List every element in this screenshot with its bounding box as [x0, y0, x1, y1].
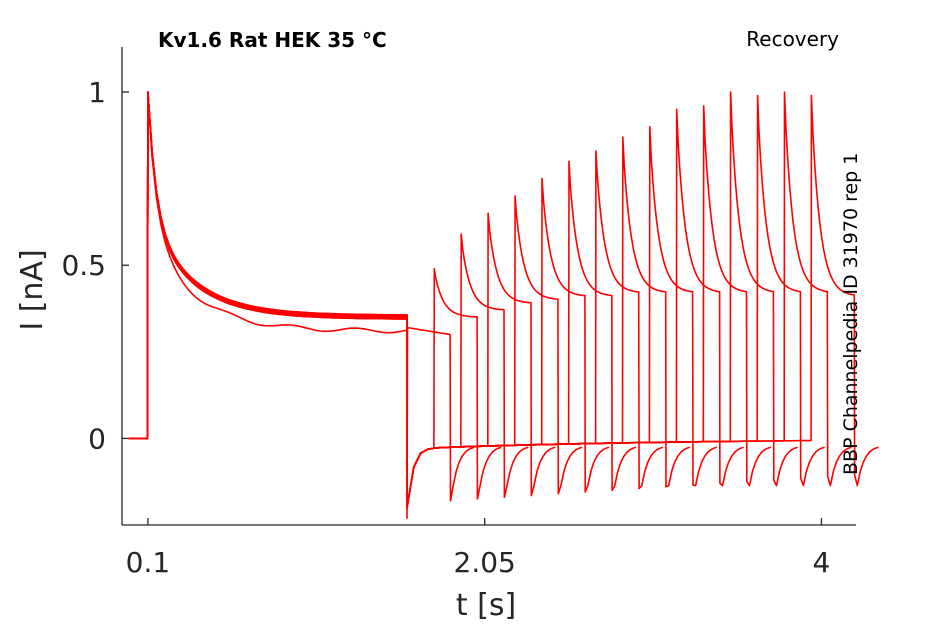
- current-trace: [128, 91, 529, 509]
- y-tick-label: 1: [88, 76, 106, 109]
- source-label: BBP Channelpedia ID 31970 rep 1: [840, 153, 862, 475]
- x-ticks: 0.1 2.05 4: [126, 518, 831, 579]
- x-tick-label: 0.1: [126, 546, 171, 579]
- current-trace: [128, 91, 502, 509]
- x-tick-label: 4: [813, 546, 831, 579]
- x-tick-label: 2.05: [454, 546, 516, 579]
- x-axis-label: t [s]: [456, 588, 516, 623]
- y-tick-label: 0.5: [61, 249, 106, 282]
- y-axis-label: I [nA]: [15, 249, 50, 330]
- current-trace: [128, 91, 475, 519]
- axes: 00.51 0.1 2.05 4: [61, 47, 856, 579]
- current-trace: [128, 91, 718, 509]
- current-trace: [128, 91, 879, 509]
- current-trace: [128, 91, 691, 509]
- chart-title: Kv1.6 Rat HEK 35 °C: [158, 28, 387, 52]
- y-ticks: 00.51: [61, 76, 129, 455]
- y-tick-label: 0: [88, 422, 106, 455]
- protocol-label: Recovery: [746, 27, 839, 51]
- current-traces: [128, 91, 879, 519]
- current-trace: [128, 91, 664, 509]
- current-trace: [128, 91, 637, 509]
